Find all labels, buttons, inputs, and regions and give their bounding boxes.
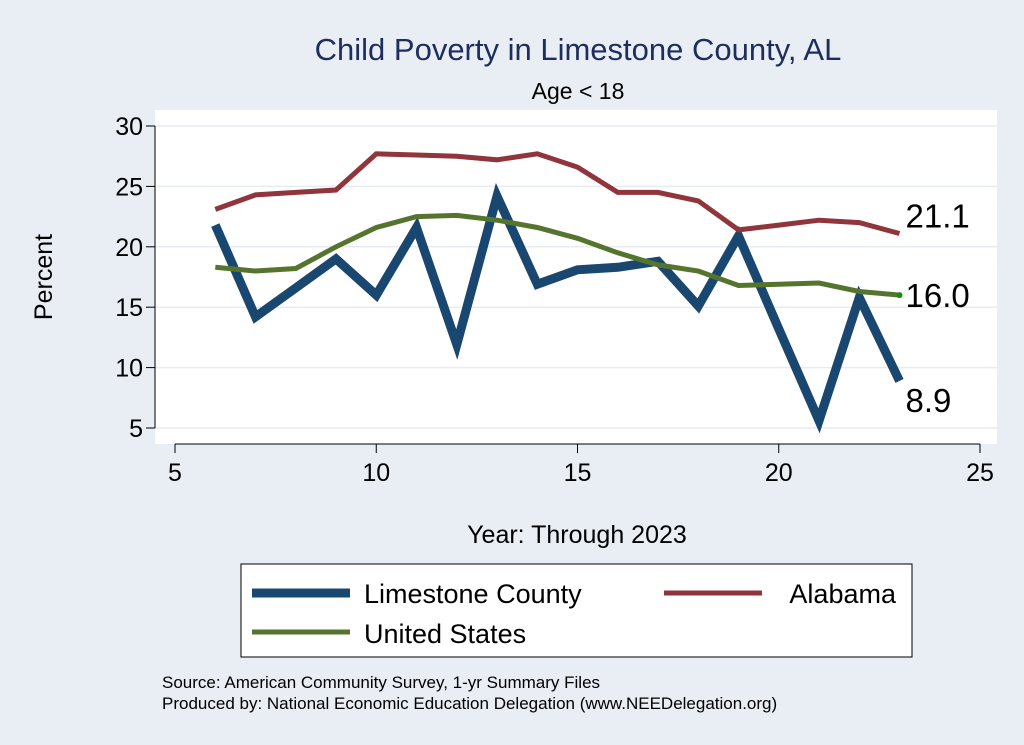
producer-note: Produced by: National Economic Education… [162,694,777,713]
y-tick-label-30: 30 [115,113,143,141]
y-tick-label-20: 20 [115,234,143,262]
end-labels: 8.9 21.1 16.0 [906,198,970,419]
chart-title: Child Poverty in Limestone County, AL [315,32,842,67]
x-tick-label-5: 5 [168,459,182,487]
axes: 5 10 15 20 25 30 5 10 15 20 25 [115,113,994,487]
legend: Limestone County Alabama United States [240,563,913,658]
legend-box [240,563,913,658]
series-line-us [215,212,900,298]
y-axis-label: Percent [30,234,58,320]
x-axis-label: Year: Through 2023 [467,521,687,549]
grid-lines [155,125,997,429]
x-tick-label-20: 20 [765,459,793,487]
end-label-us: 16.0 [906,277,970,314]
y-tick-label-5: 5 [129,415,143,443]
chart-subtitle: Age < 18 [532,78,625,104]
x-tick-label-10: 10 [362,459,390,487]
x-tick-label-25: 25 [966,459,994,487]
series-line-limestone [211,182,904,434]
y-tick-label-25: 25 [115,173,143,201]
y-tick-label-10: 10 [115,355,143,383]
x-tick-label-15: 15 [564,459,592,487]
end-marker-us [896,292,903,299]
legend-label-alabama: Alabama [789,579,897,609]
y-tick-label-15: 15 [115,294,143,322]
series-lines [211,151,904,434]
source-note: Source: American Community Survey, 1-yr … [162,673,600,692]
end-label-alabama: 21.1 [906,198,970,235]
end-label-limestone: 8.9 [906,382,952,419]
legend-label-limestone: Limestone County [364,579,582,609]
plot-background [155,110,997,444]
series-line-alabama [214,151,901,236]
legend-label-us: United States [364,619,526,649]
